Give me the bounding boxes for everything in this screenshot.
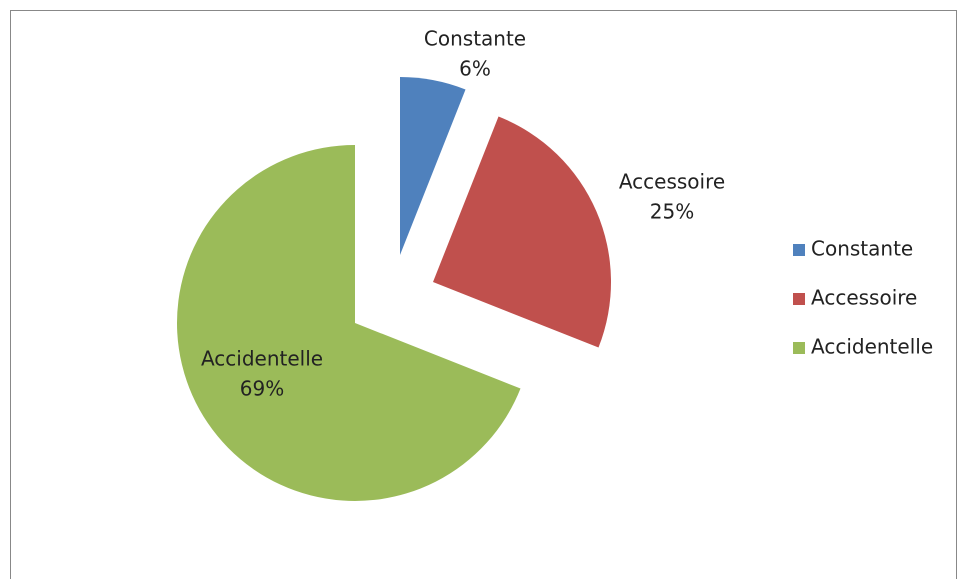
legend-swatch: [793, 342, 805, 354]
pie-slice: [433, 116, 611, 348]
slice-label-value: 6%: [459, 57, 491, 81]
legend-label: Accessoire: [811, 286, 917, 310]
legend-swatch: [793, 293, 805, 305]
slice-label-name: Accessoire: [619, 170, 725, 194]
legend-label: Accidentelle: [811, 335, 933, 359]
slice-label-value: 25%: [650, 200, 694, 224]
pie-slice: [400, 77, 466, 255]
legend-label: Constante: [811, 237, 913, 261]
slice-label-value: 69%: [240, 377, 284, 401]
slice-label-name: Accidentelle: [201, 347, 323, 371]
pie-slice: [177, 144, 521, 501]
legend-swatch: [793, 244, 805, 256]
slice-label-name: Constante: [424, 27, 526, 51]
